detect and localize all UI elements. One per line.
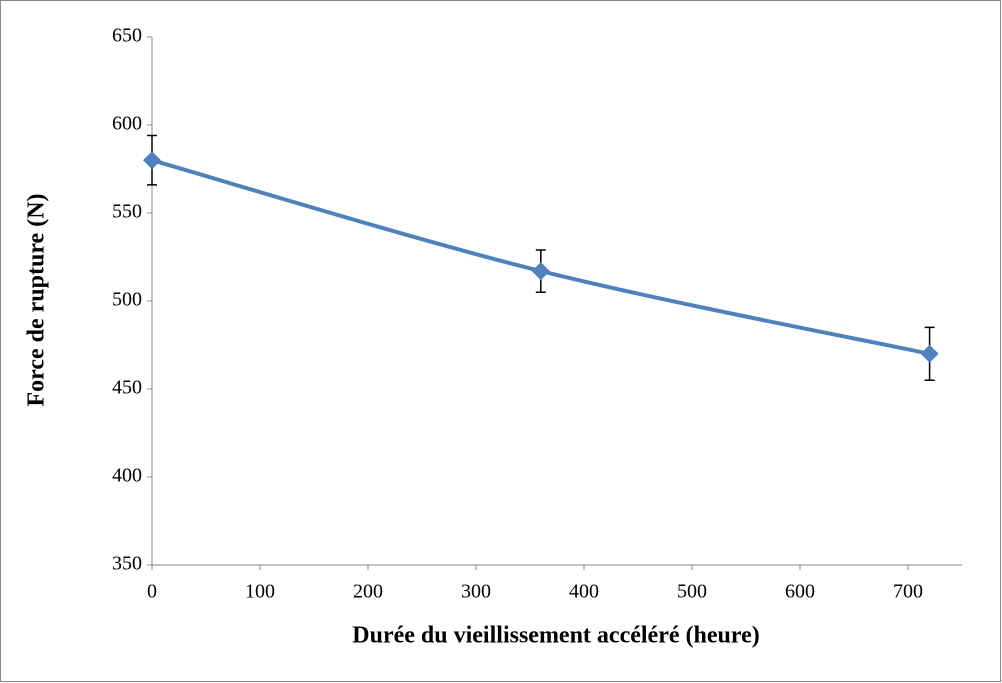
y-tick-label: 450 bbox=[112, 377, 142, 399]
y-axis-label: Force de rupture (N) bbox=[24, 193, 50, 406]
x-tick-label: 0 bbox=[147, 581, 157, 603]
y-tick-label: 550 bbox=[112, 201, 142, 223]
y-tick-label: 500 bbox=[112, 289, 142, 311]
y-tick-label: 400 bbox=[112, 465, 142, 487]
x-tick-label: 300 bbox=[461, 581, 491, 603]
x-axis-label: Durée du vieillissement accéléré (heure) bbox=[352, 623, 759, 649]
x-tick-label: 600 bbox=[785, 581, 815, 603]
y-tick-label: 350 bbox=[112, 553, 142, 575]
x-tick-label: 500 bbox=[677, 581, 707, 603]
marker bbox=[143, 151, 161, 170]
x-tick-label: 200 bbox=[353, 581, 383, 603]
marker bbox=[531, 262, 550, 281]
y-tick-label: 650 bbox=[112, 25, 142, 47]
y-tick-label: 600 bbox=[112, 113, 142, 135]
x-tick-label: 100 bbox=[245, 581, 275, 603]
x-tick-label: 700 bbox=[893, 581, 923, 603]
marker bbox=[920, 344, 939, 363]
x-tick-label: 400 bbox=[569, 581, 599, 603]
